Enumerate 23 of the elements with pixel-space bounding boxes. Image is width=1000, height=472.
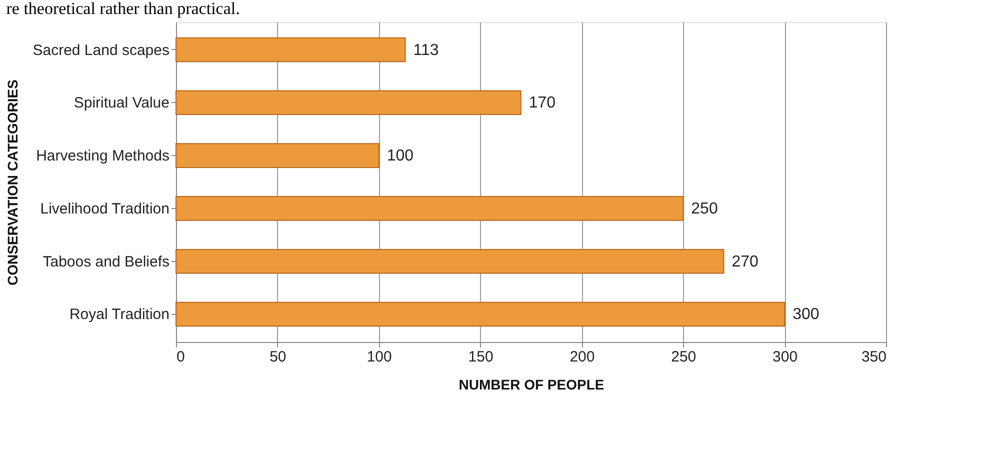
y-tick-label: Harvesting Methods	[36, 148, 170, 165]
y-tick-label: Taboos and Beliefs	[42, 253, 170, 270]
x-tick-label: 0	[176, 348, 185, 366]
y-tick-label: Royal Tradition	[69, 306, 170, 324]
text: re theoretical rather than practical.	[6, 0, 240, 18]
x-tick-label: 150	[468, 348, 494, 366]
data-label: 270	[732, 253, 759, 270]
x-tick-label: 250	[671, 348, 696, 366]
data-label: 300	[792, 306, 820, 324]
y-tick-label: Sacred Land scapes	[32, 42, 170, 59]
data-label: 250	[691, 200, 718, 218]
x-tick-label: 200	[570, 348, 595, 366]
y-axis-title: CONSERVATION CATEGORIES	[4, 80, 21, 286]
x-axis-title: NUMBER OF PEOPLE	[458, 376, 604, 392]
x-tick-label: 350	[861, 348, 886, 366]
x-tick-label: 100	[366, 348, 392, 366]
x-tick-label: 50	[270, 348, 286, 366]
x-tick-label: 300	[772, 348, 798, 366]
data-label: 100	[386, 148, 414, 165]
data-label: 113	[413, 42, 439, 59]
y-tick-label: Livelihood Tradition	[40, 200, 170, 218]
y-tick-label: Spiritual Value	[74, 94, 170, 112]
data-label: 170	[528, 94, 556, 112]
